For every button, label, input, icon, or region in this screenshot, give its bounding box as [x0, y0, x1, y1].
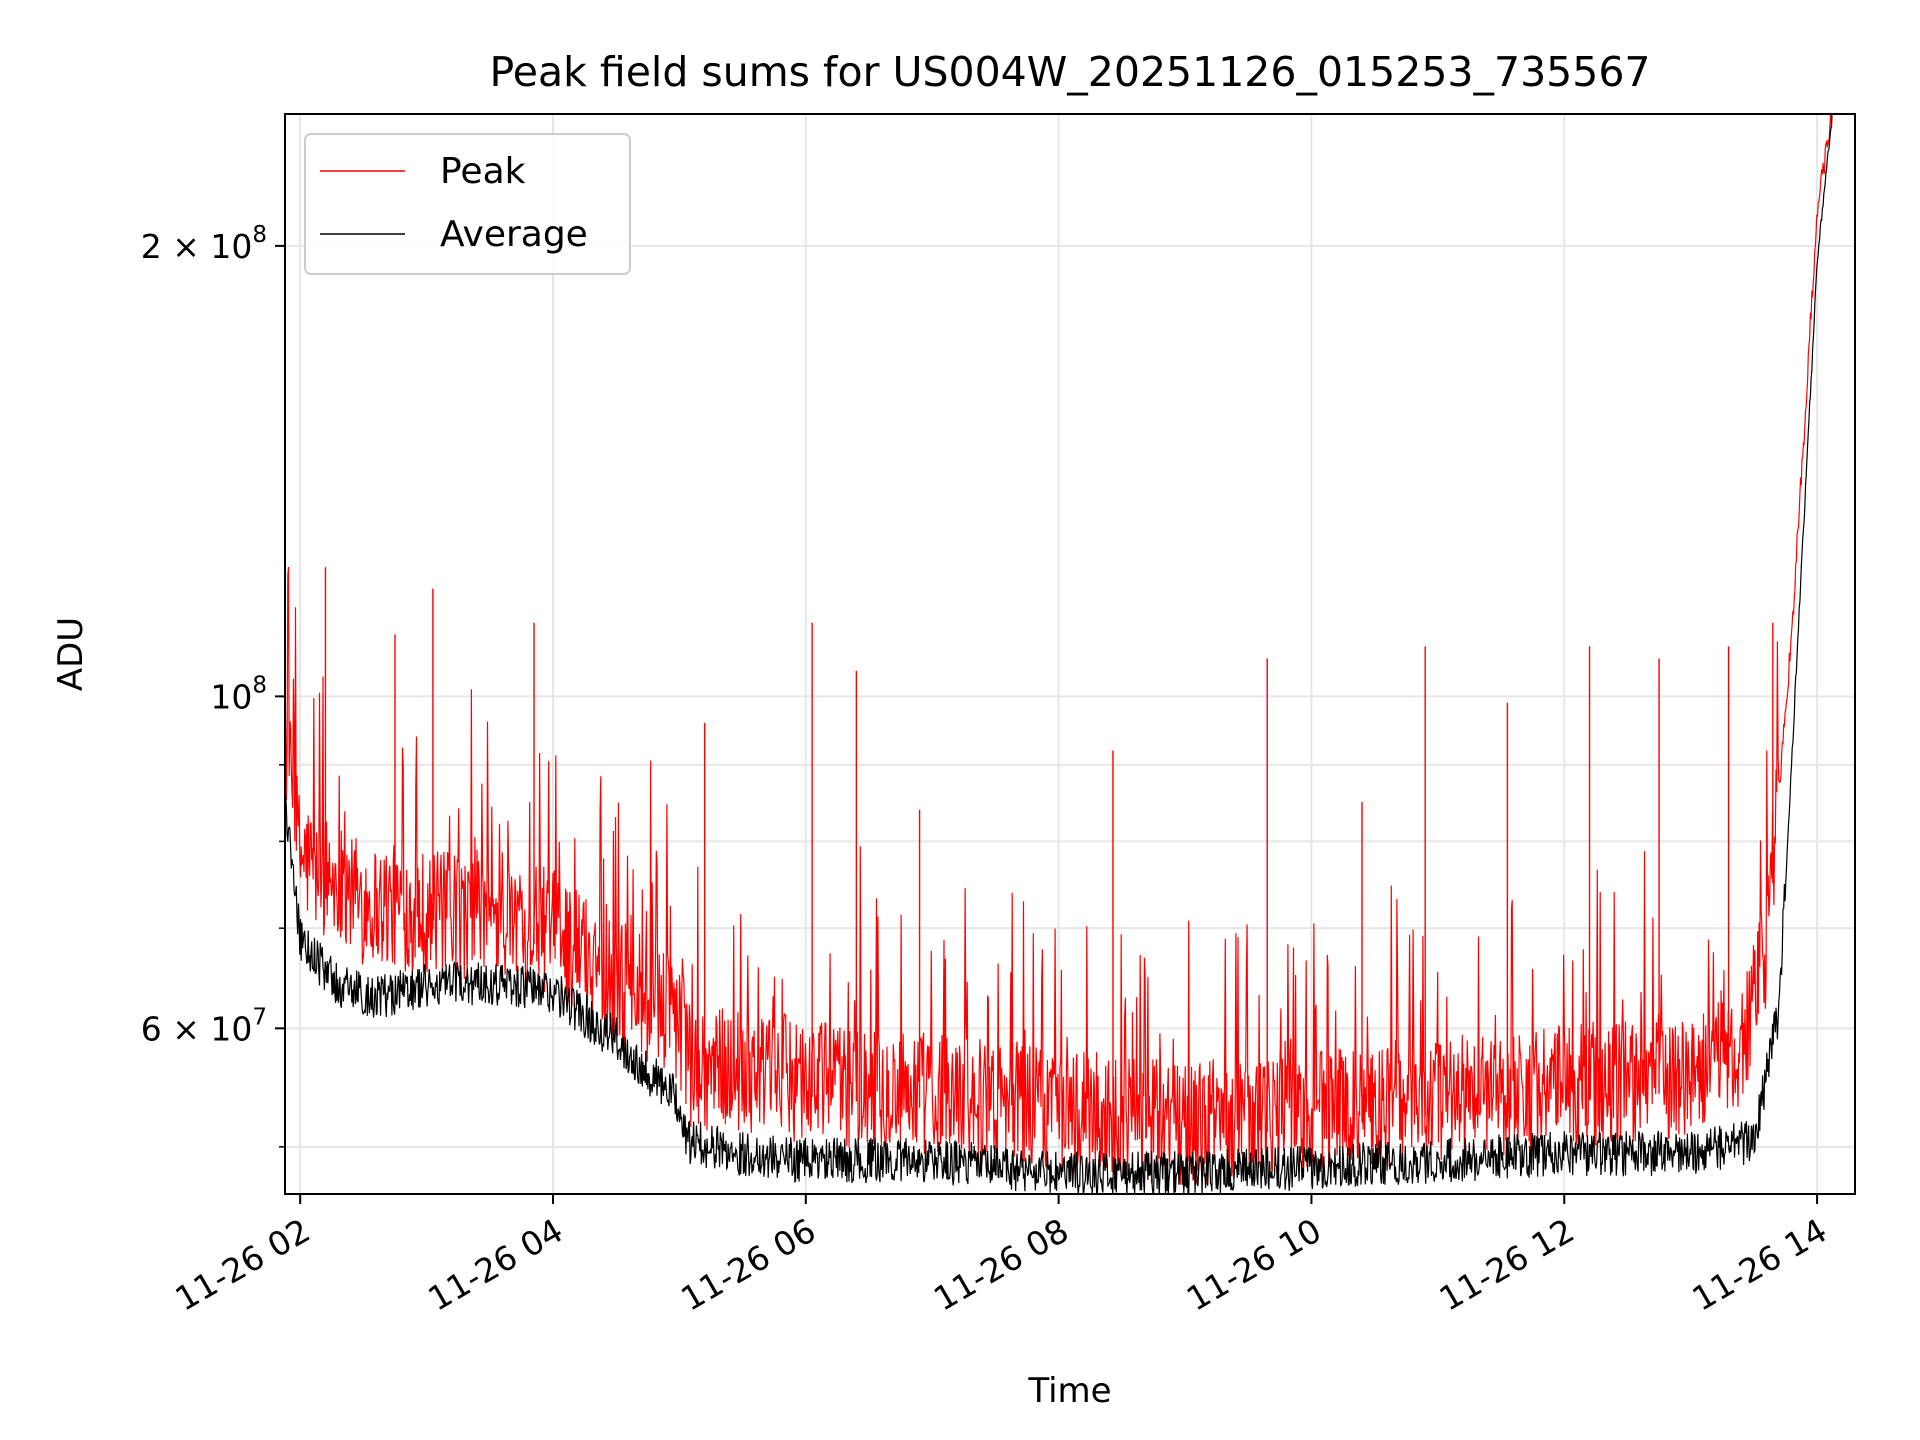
series-area	[285, 114, 1833, 1194]
chart-title: Peak field sums for US004W_20251126_0152…	[489, 48, 1650, 96]
plot-frame	[284, 113, 1856, 1195]
y-tick-label: 6 × 107	[141, 1004, 267, 1048]
y-tick-label: 2 × 108	[141, 222, 267, 266]
series-peak-line	[285, 114, 1833, 1185]
legend: Peak Average	[304, 133, 631, 275]
series-average-line	[285, 114, 1833, 1194]
y-axis: 6 × 107 108 2 × 108	[141, 222, 285, 1148]
grid	[285, 114, 1855, 1194]
y-axis-label: ADU	[51, 617, 91, 691]
x-axis-label: Time	[1027, 1371, 1111, 1411]
legend-average-label: Average	[440, 214, 588, 255]
y-tick-label: 108	[210, 672, 267, 716]
legend-box	[304, 133, 631, 275]
legend-peak-label: Peak	[440, 151, 526, 192]
